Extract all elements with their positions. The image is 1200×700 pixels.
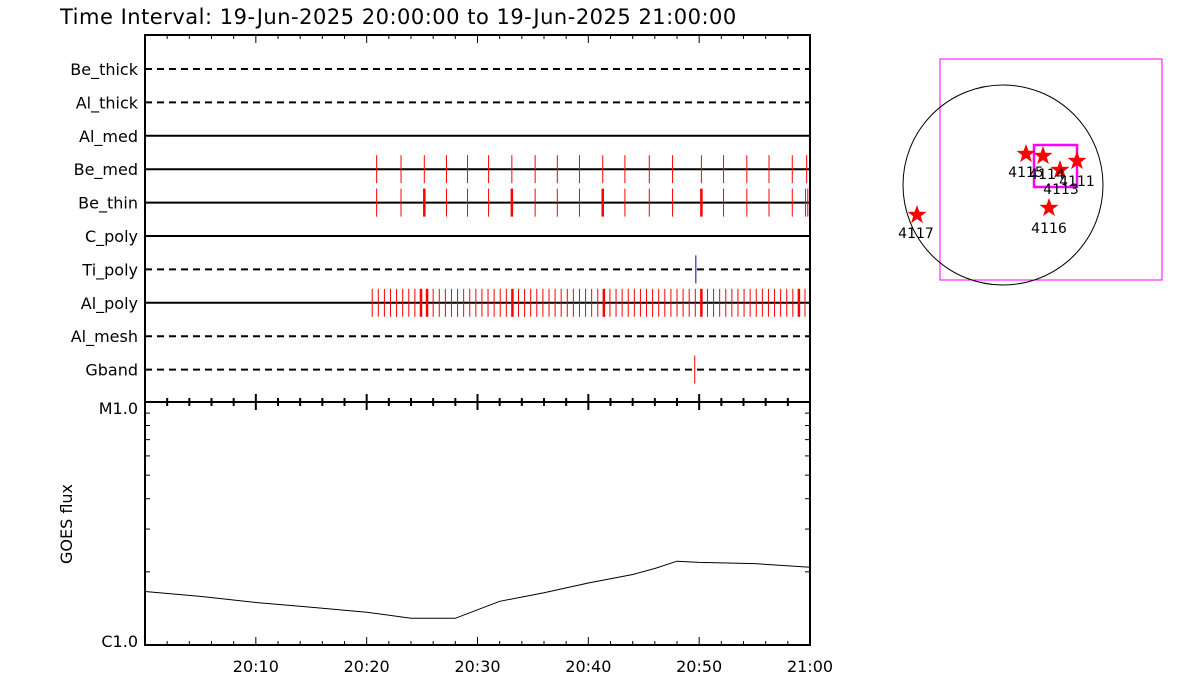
region-star-icon [1016, 144, 1036, 163]
goes-frame [144, 401, 811, 646]
ytick-label-bottom: C1.0 [101, 632, 138, 651]
filter-row-C_poly: C_poly [85, 227, 810, 247]
filter-row-Al_med: Al_med [79, 127, 810, 147]
active-region-4116: 4116 [1031, 198, 1067, 237]
filter-timeline-panel: Be_thick Al_thick Al_med Be_med Be_thin C_pol… [70, 34, 811, 403]
active-region-4117: 4117 [898, 205, 934, 242]
x-tick-label: 20:30 [454, 657, 500, 676]
region-label: 4116 [1031, 221, 1067, 237]
ytick-label-top: M1.0 [99, 399, 138, 418]
filter-label: Be_thick [70, 60, 138, 80]
chart-title: Time Interval: 19-Jun-2025 20:00:00 to 1… [59, 5, 737, 29]
filter-label: Al_mesh [71, 327, 138, 347]
solar-limb [902, 84, 1104, 286]
goes-flux-panel: M1.0 C1.0 GOES flux 20:10 20:20 20:30 20:40… [57, 399, 833, 676]
x-tick-label: 20:50 [676, 657, 722, 676]
region-label: 4111 [1059, 174, 1095, 190]
filter-row-Ti_poly: Ti_poly [81, 255, 810, 284]
fov-box-inner [1032, 143, 1079, 189]
y-axis-label: GOES flux [57, 484, 76, 564]
region-star-icon [1050, 160, 1070, 179]
filter-label: Be_thin [78, 194, 138, 214]
active-region-4111: 4111 [1059, 151, 1095, 190]
region-label: 4115 [1008, 165, 1044, 181]
filter-label: Al_thick [76, 93, 139, 113]
fov-box-outer [939, 58, 1163, 281]
region-label: 4117 [898, 226, 934, 242]
filter-label: Ti_poly [81, 260, 138, 280]
timeline-frame [144, 34, 811, 403]
x-tick-label: 20:10 [233, 657, 279, 676]
filter-label: Be_med [74, 160, 138, 180]
x-tick-label: 20:40 [565, 657, 611, 676]
x-tick-label: 21:00 [787, 657, 833, 676]
region-star-icon [1033, 146, 1053, 165]
filter-row-Al_mesh: Al_mesh [71, 327, 810, 347]
region-star-icon [1067, 151, 1087, 170]
region-star-icon [1039, 198, 1059, 217]
active-region-4113: 4113 [1043, 160, 1079, 198]
timeline-ticks [144, 35, 811, 402]
filter-label: Al_poly [81, 294, 138, 314]
filter-row-Gband: Gband [85, 355, 810, 384]
active-region-4114: 4114 [1029, 146, 1065, 183]
filter-row-Be_thin: Be_thin [78, 188, 810, 217]
goes-flux-line [144, 560, 811, 619]
active-region-4115: 4115 [1008, 144, 1044, 181]
filter-row-Be_med: Be_med [74, 155, 810, 184]
region-label: 4114 [1029, 167, 1065, 183]
filter-label: C_poly [85, 227, 138, 247]
region-label: 4113 [1043, 182, 1079, 198]
x-tick-label: 20:20 [344, 657, 390, 676]
filter-label: Al_med [79, 127, 138, 147]
goes-ticks [144, 401, 811, 646]
filter-row-Be_thick: Be_thick [70, 60, 810, 80]
filter-row-Al_poly: Al_poly [81, 288, 810, 317]
x-tick-labels: 20:10 20:20 20:30 20:40 20:50 21:00 [233, 657, 833, 676]
region-star-icon [907, 205, 927, 224]
filter-label: Gband [85, 361, 138, 380]
filter-row-Al_thick: Al_thick [76, 93, 810, 113]
